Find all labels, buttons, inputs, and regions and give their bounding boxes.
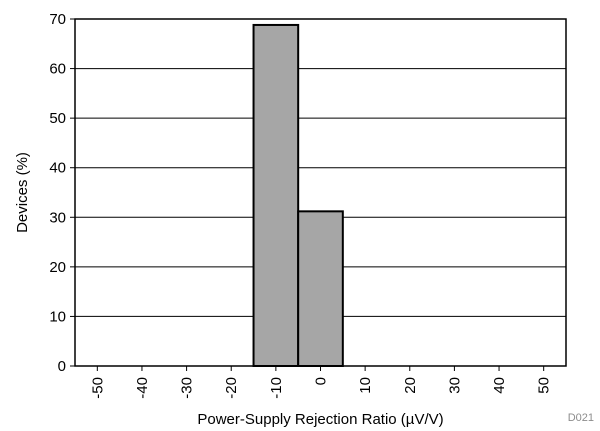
y-tick-label: 50 — [49, 110, 66, 127]
x-tick-label: -40 — [134, 377, 151, 399]
histogram-bar — [297, 210, 344, 367]
y-tick-label: 60 — [49, 61, 66, 78]
histogram-bars — [252, 23, 344, 367]
y-tick-label: 70 — [49, 11, 66, 28]
x-tick-label: 30 — [446, 377, 463, 394]
y-tick-label: 0 — [58, 358, 66, 375]
y-axis-title: Devices (%) — [14, 152, 31, 233]
x-tick-label: 10 — [357, 377, 374, 394]
x-axis-title: Power-Supply Rejection Ratio (µV/V) — [197, 411, 443, 428]
x-tick-label: 50 — [536, 377, 553, 394]
y-tick-label: 40 — [49, 160, 66, 177]
x-tick-label: 20 — [402, 377, 419, 394]
x-tick-label: -20 — [223, 377, 240, 399]
x-axis: -50 -40 -30 -20 -10 0 10 20 30 40 50 — [89, 366, 553, 399]
y-tick-label: 10 — [49, 308, 66, 325]
x-tick-label: 40 — [491, 377, 508, 394]
x-tick-label: -30 — [179, 377, 196, 399]
histogram-bar — [252, 23, 300, 367]
x-tick-label: -10 — [268, 377, 285, 399]
x-tick-label: -50 — [89, 377, 106, 399]
y-tick-label: 30 — [49, 209, 66, 226]
y-tick-label: 20 — [49, 259, 66, 276]
figure-id: D021 — [568, 412, 594, 424]
x-tick-label: 0 — [313, 377, 330, 385]
y-axis: 0 10 20 30 40 50 60 70 — [49, 11, 75, 375]
